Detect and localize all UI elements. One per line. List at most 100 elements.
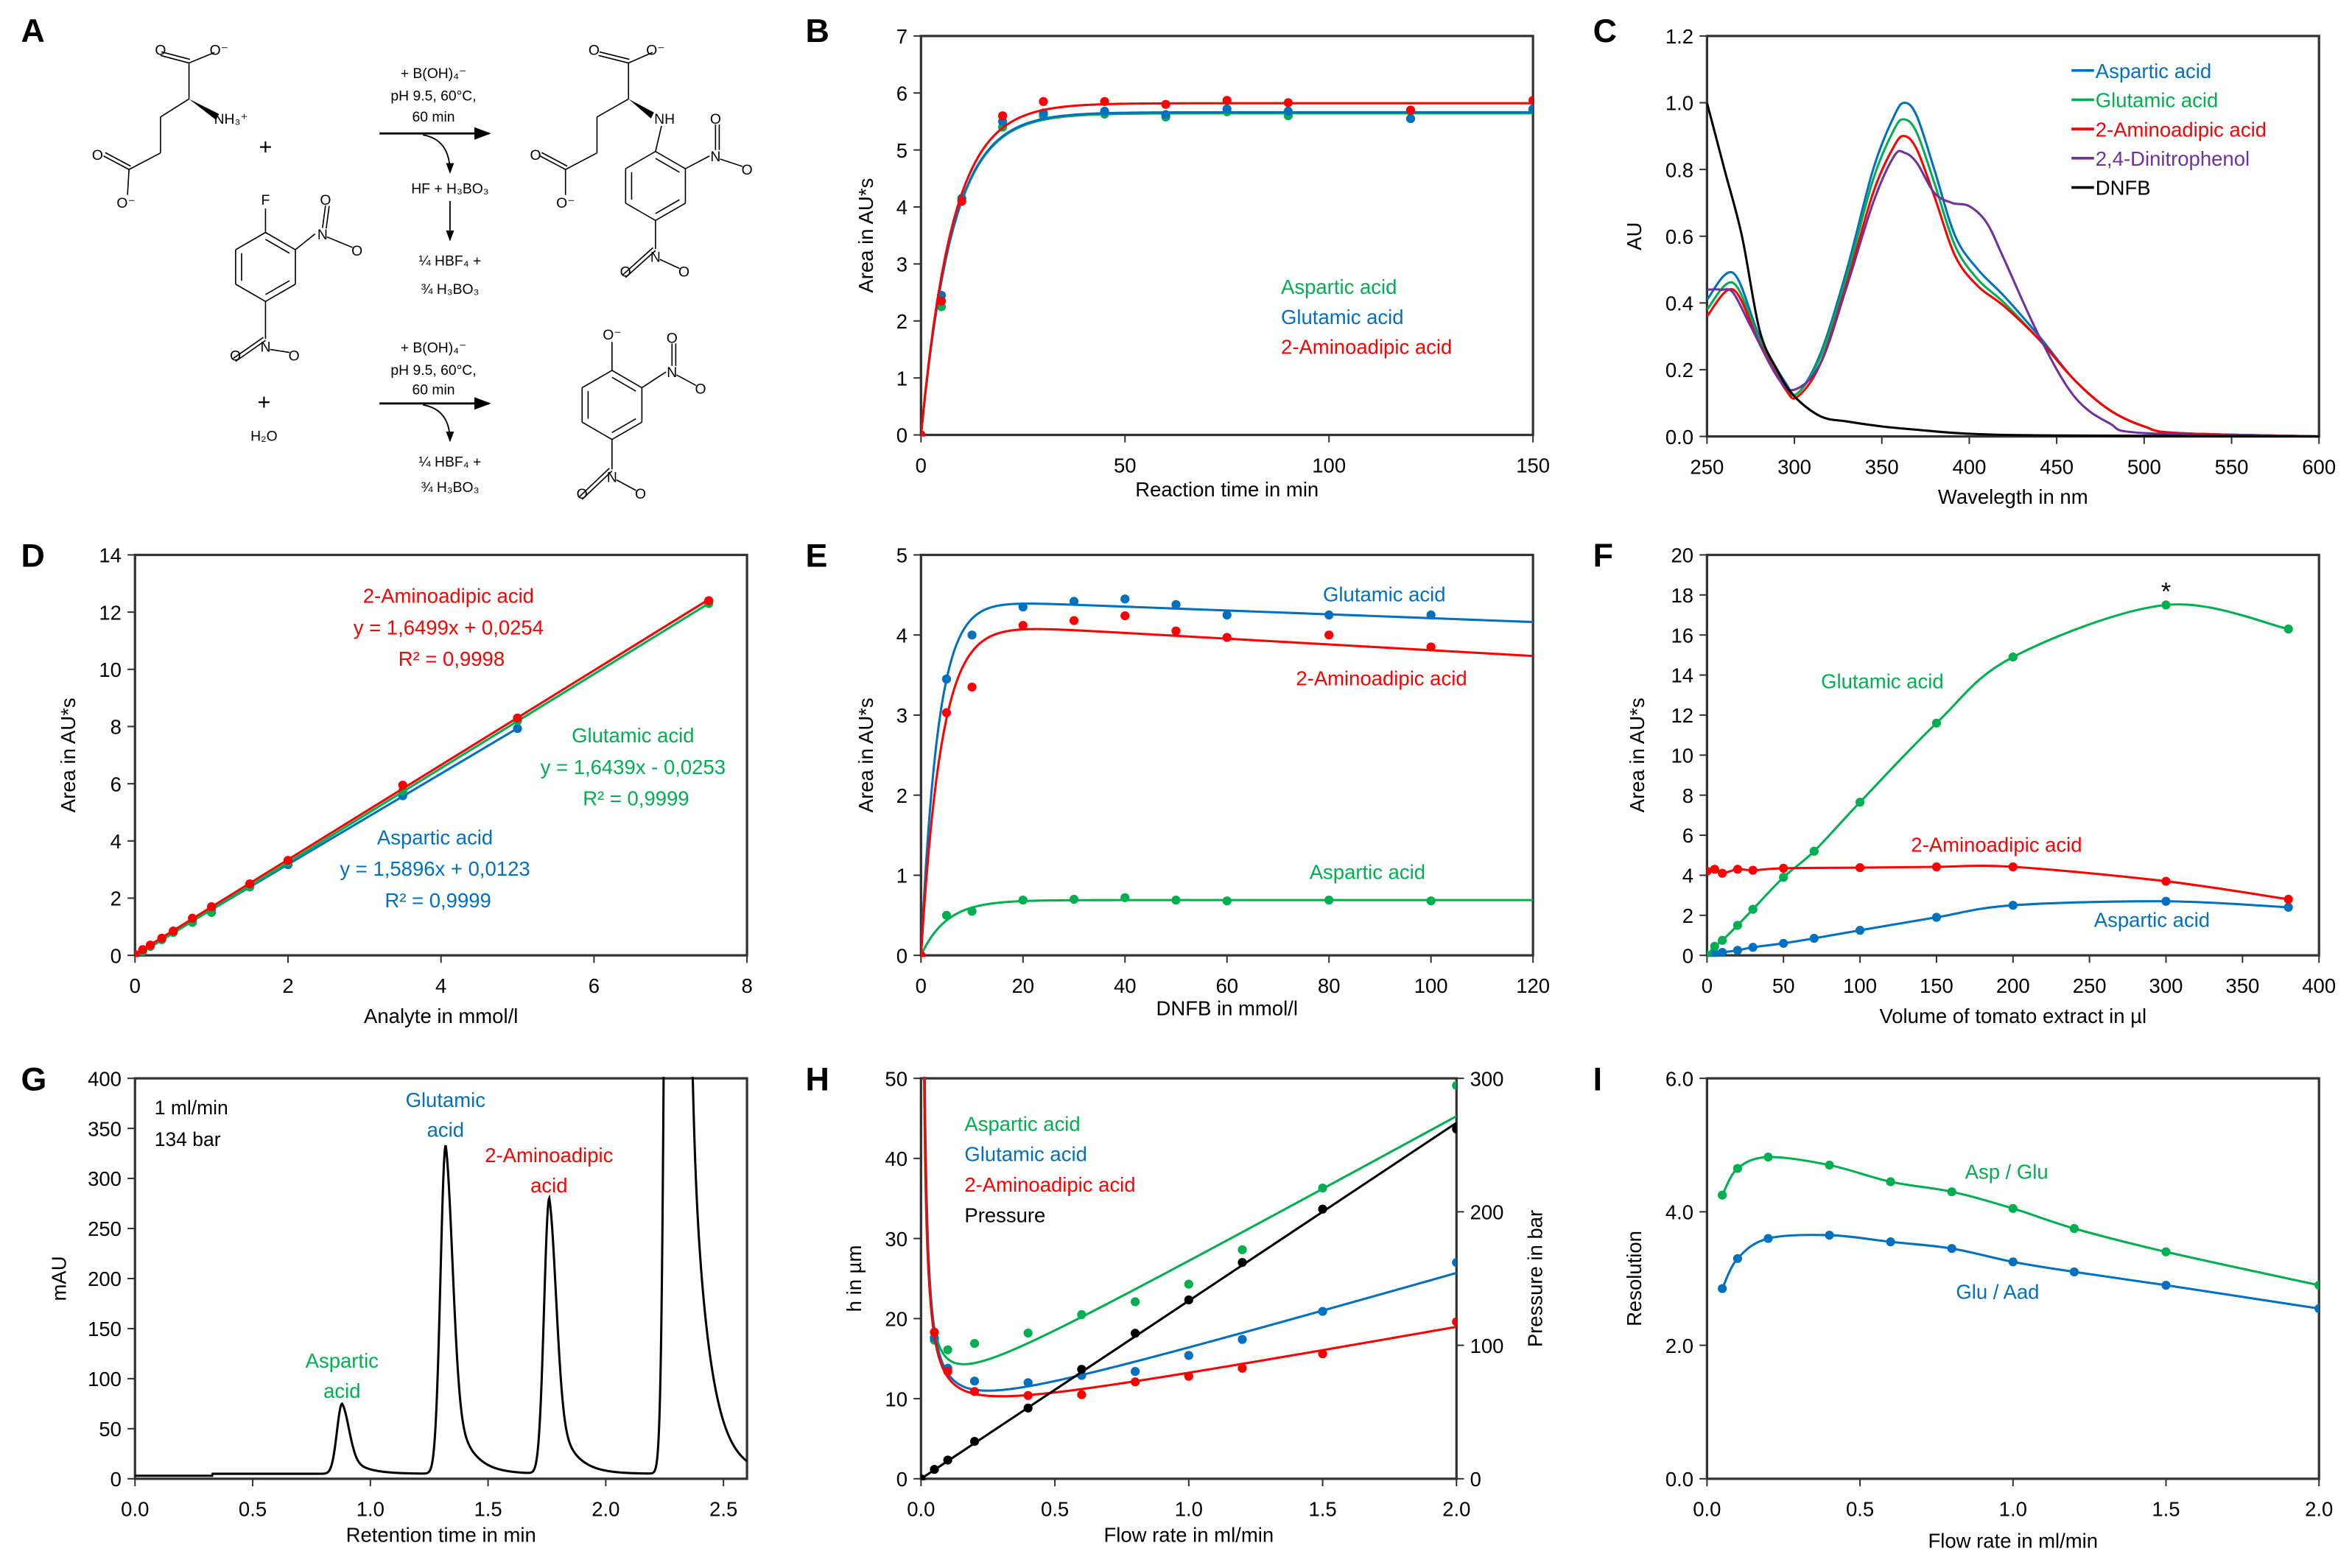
data-point-1-6 [1809, 846, 1819, 856]
water-label: H₂O [250, 429, 278, 445]
atom-label: O [530, 147, 541, 164]
y-tick-label: 40 [885, 1147, 908, 1170]
atom-label: O [320, 192, 331, 208]
reaction-condition: 60 min [413, 382, 455, 398]
data-point-0-7 [2069, 1223, 2079, 1234]
y-tick-label: 2 [896, 310, 908, 333]
series-label: 2-Aminoadipic acid [363, 585, 534, 608]
data-point-2-0 [921, 430, 926, 437]
data-point-2-6 [1855, 862, 1865, 873]
data-point-0-5 [1779, 938, 1788, 948]
bond [189, 52, 215, 64]
bond [233, 337, 264, 359]
data-point-1-4 [1748, 904, 1758, 914]
data-point-1-6 [1161, 110, 1170, 119]
chart-panel-h: 0.0 0.5 1.0 1.5 2.0010203040500100200300Flow… [843, 1067, 1547, 1546]
data-point-1-10 [2161, 600, 2171, 610]
data-point-1-3 [1023, 1378, 1033, 1388]
atom-label: O⁻ [116, 195, 135, 211]
y-tick-label: 8 [1682, 784, 1693, 807]
x-tick-label: 100 [1414, 974, 1448, 997]
y-tick-label: 100 [88, 1368, 122, 1391]
y-axis-label: mAU [48, 1256, 71, 1301]
data-point-1-9 [2314, 1304, 2320, 1313]
chart-panel-c: 250 300 350 400 450 500 550 600 0.0 0.2 0.4 0.6 0.8 1… [1623, 25, 2336, 508]
data-point-3-0 [921, 1474, 926, 1480]
atom-label: O [695, 382, 706, 398]
data-point-2-2 [969, 1387, 980, 1396]
data-point-2-7 [1238, 1363, 1247, 1373]
y-tick-label: 7 [896, 25, 908, 48]
y-tick-label: 0 [896, 1468, 908, 1491]
y-axis-label: Area in AU*s [57, 697, 80, 812]
data-point-1-7 [2069, 1267, 2079, 1277]
y-tick-label: 4 [896, 196, 908, 219]
ring-bond [581, 421, 613, 440]
data-point-1-1 [1733, 1254, 1743, 1263]
data-point-2-2 [1718, 868, 1727, 878]
series-label: Glutamic acid [1281, 306, 1404, 328]
y-tick-label: 250 [88, 1217, 122, 1240]
ring-double-bond [655, 199, 680, 214]
legend-entry: 2-Aminoadipic acid [2096, 118, 2267, 141]
atom-label: O [289, 348, 300, 365]
byproduct-arrow [423, 404, 454, 443]
x-tick-label: 350 [2225, 974, 2259, 997]
data-point-1-10 [1528, 104, 1534, 114]
bond [598, 55, 629, 64]
atom-label: O [230, 348, 241, 365]
significance-asterisk: * [2161, 578, 2171, 606]
reaction-scheme: O O⁻ NH₃⁺ O O⁻ + F O N O N O O + H₂O + B(OH)₄⁻ pH 9.5, 6… [92, 42, 753, 502]
y-tick-label: 18 [1671, 584, 1693, 607]
y-tick-label: 1.0 [1665, 92, 1693, 115]
bond [295, 233, 316, 250]
data-point-0-1 [1733, 1164, 1743, 1173]
byproduct-label: ¼ HBF₄ + [419, 454, 482, 470]
data-point-3-4 [1023, 1403, 1033, 1413]
plot-area [1718, 1152, 2320, 1313]
bond [579, 468, 610, 498]
ring-double-bond [611, 418, 636, 433]
x-tick-label: 1.0 [1999, 1498, 2027, 1521]
x-tick-label: 0.0 [907, 1498, 935, 1521]
data-point-0-6 [2008, 1203, 2018, 1213]
run-condition: 134 bar [155, 1128, 221, 1150]
ring-bond [655, 150, 686, 169]
data-point-0-4 [1077, 1309, 1087, 1320]
data-point-1-2 [967, 630, 977, 640]
panel-letter-e: E [806, 538, 828, 574]
legend-entry: Aspartic acid [2096, 60, 2211, 82]
data-point-2-6 [207, 902, 217, 912]
x-tick-label: 600 [2302, 455, 2336, 478]
data-point-1-0 [1707, 951, 1712, 957]
y-tick-label: 50 [99, 1418, 122, 1441]
data-point-3-5 [1077, 1365, 1087, 1374]
bond [628, 52, 653, 64]
peak-label: Glutamic [406, 1089, 486, 1111]
x-tick-label: 0.5 [1846, 1498, 1874, 1521]
atom-label: N [607, 470, 617, 486]
series-label: Asp / Glu [1965, 1161, 2049, 1184]
data-point-2-4 [1039, 96, 1048, 106]
data-point-1-5 [1100, 106, 1109, 116]
y-tick-label: 4 [896, 624, 908, 647]
data-point-2-11 [704, 596, 714, 605]
x-axis-label: Flow rate in ml/min [1928, 1530, 2098, 1553]
data-point-2-1 [138, 945, 147, 954]
x-axis-label: Flow rate in ml/min [1103, 1523, 1274, 1546]
ring-bond [581, 370, 613, 389]
x-tick-label: 0 [916, 974, 927, 997]
bond [326, 236, 353, 248]
bond [676, 374, 697, 387]
x-tick-label: 2.0 [1442, 1498, 1470, 1521]
y-tick-label: 0.0 [1665, 1468, 1693, 1491]
y-tick-label: 4 [110, 830, 122, 853]
bond [565, 152, 597, 170]
data-point-0-2 [967, 907, 977, 916]
bond [655, 125, 662, 152]
byproduct-label: ¾ H₃BO₃ [421, 479, 479, 496]
x-tick-label: 20 [1012, 974, 1035, 997]
data-point-2-3 [1018, 621, 1028, 630]
x-tick-label: 120 [1516, 974, 1550, 997]
data-point-2-4 [1077, 1390, 1087, 1399]
